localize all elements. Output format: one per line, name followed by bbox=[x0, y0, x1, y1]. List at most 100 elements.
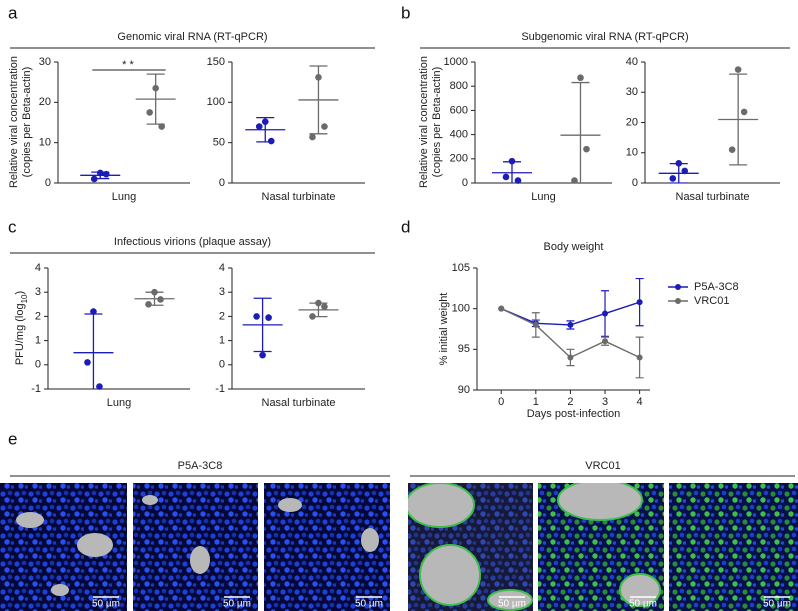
plot-area bbox=[245, 65, 339, 143]
x-tick-label: 2 bbox=[567, 396, 573, 408]
plot-area bbox=[491, 81, 601, 183]
legend-marker bbox=[675, 284, 681, 290]
micrograph-image bbox=[669, 483, 798, 611]
data-point bbox=[90, 175, 98, 183]
data-point bbox=[90, 308, 97, 315]
panel-title: Infectious virions (plaque assay) bbox=[114, 236, 271, 248]
y-tick-label: 100 bbox=[207, 96, 225, 108]
scale-bar-label: 50 µm bbox=[629, 599, 657, 610]
data-point bbox=[152, 84, 159, 92]
y-tick-label: 0 bbox=[45, 177, 51, 189]
data-point bbox=[261, 118, 269, 125]
tissue-gap bbox=[77, 533, 113, 557]
tissue-gap bbox=[142, 495, 158, 505]
y-tick-label: 4 bbox=[219, 262, 225, 274]
data-point bbox=[157, 296, 164, 303]
data-point bbox=[259, 351, 266, 359]
micrograph bbox=[264, 483, 390, 611]
x-tick-label: Lung bbox=[112, 191, 136, 203]
y-axis-label: (copies per Beta-actin) bbox=[431, 67, 443, 178]
y-tick-label: 3 bbox=[35, 286, 41, 298]
scale-bar-label: 50 µm bbox=[355, 599, 383, 610]
data-point bbox=[253, 313, 260, 320]
data-point bbox=[583, 145, 590, 153]
data-point bbox=[145, 301, 152, 308]
y-axis-label: PFU/mg (log10) bbox=[14, 291, 29, 365]
micrograph bbox=[669, 483, 798, 611]
data-point bbox=[602, 338, 609, 345]
data-point bbox=[577, 74, 584, 82]
y-tick-label: 10 bbox=[39, 137, 51, 149]
y-tick-label: 100 bbox=[452, 303, 470, 315]
tissue-gap bbox=[408, 483, 475, 528]
data-point bbox=[309, 133, 316, 141]
data-point bbox=[681, 167, 689, 175]
image-group-title: P5A-3C8 bbox=[178, 460, 223, 472]
y-axis-label: (copies per Beta-actin) bbox=[21, 67, 33, 178]
data-point bbox=[315, 299, 322, 307]
panel-title: Genomic viral RNA (RT-qPCR) bbox=[117, 31, 267, 43]
panel-title: Subgenomic viral RNA (RT-qPCR) bbox=[521, 31, 688, 43]
data-point bbox=[675, 160, 683, 167]
data-point bbox=[158, 123, 165, 130]
x-axis-label: Days post-infection bbox=[527, 408, 621, 420]
panel-label: b bbox=[401, 3, 410, 22]
y-axis-label-part: PFU/mg (log bbox=[14, 303, 26, 365]
data-point bbox=[498, 305, 505, 312]
y-tick-label: 20 bbox=[39, 96, 51, 108]
scale-bar-label: 50 µm bbox=[223, 599, 251, 610]
y-tick-label: 400 bbox=[450, 129, 468, 141]
y-tick-label: 150 bbox=[207, 56, 225, 68]
y-tick-label: 800 bbox=[450, 80, 468, 92]
data-point bbox=[96, 169, 104, 177]
significance-label: * * bbox=[122, 59, 134, 71]
y-tick-label: 40 bbox=[626, 56, 638, 68]
data-point bbox=[532, 321, 539, 328]
x-tick-label: 3 bbox=[602, 396, 608, 408]
y-tick-label: 4 bbox=[35, 262, 41, 274]
x-tick-label: Nasal turbinate bbox=[262, 191, 336, 203]
data-point bbox=[146, 109, 153, 116]
data-point bbox=[84, 359, 91, 366]
y-axis-label-part: 10 bbox=[20, 294, 29, 303]
plot-area bbox=[658, 73, 759, 183]
legend-marker bbox=[675, 298, 681, 304]
data-point bbox=[315, 74, 322, 81]
y-tick-label: 10 bbox=[626, 147, 638, 159]
tissue-gap bbox=[619, 573, 661, 607]
y-axis-label: % initial weight bbox=[438, 293, 450, 366]
data-point bbox=[321, 303, 328, 311]
y-tick-label: 30 bbox=[626, 86, 638, 98]
y-tick-label: 50 bbox=[213, 137, 225, 149]
y-tick-label: 0 bbox=[219, 359, 225, 371]
data-point bbox=[267, 137, 275, 145]
data-point bbox=[255, 123, 263, 130]
x-tick-label: Nasal turbinate bbox=[262, 397, 336, 409]
tissue-gap bbox=[51, 584, 69, 596]
data-point bbox=[502, 173, 510, 181]
data-point bbox=[514, 177, 522, 184]
panel-label: e bbox=[8, 429, 17, 448]
panel-label: a bbox=[8, 3, 18, 22]
data-point bbox=[567, 321, 574, 328]
scale-bar-label: 50 µm bbox=[763, 599, 791, 610]
x-tick-label: Lung bbox=[107, 397, 131, 409]
panel-label: c bbox=[8, 217, 17, 236]
image-group-title: VRC01 bbox=[585, 460, 620, 472]
y-tick-label: 0 bbox=[35, 359, 41, 371]
x-tick-label: Lung bbox=[531, 191, 555, 203]
y-tick-label: -1 bbox=[31, 383, 41, 395]
y-tick-label: 1000 bbox=[444, 56, 468, 68]
y-axis-label: Relative viral concentration bbox=[418, 56, 430, 188]
tissue-gap bbox=[361, 528, 379, 552]
scale-bar-label: 50 µm bbox=[92, 599, 120, 610]
data-point bbox=[636, 354, 643, 361]
data-point bbox=[309, 313, 316, 320]
panel-title: Body weight bbox=[544, 241, 604, 253]
scale-bar-label: 50 µm bbox=[498, 599, 526, 610]
y-tick-label: 30 bbox=[39, 56, 51, 68]
data-point bbox=[728, 146, 736, 154]
x-tick-label: 1 bbox=[533, 396, 539, 408]
plot-area bbox=[73, 291, 175, 389]
